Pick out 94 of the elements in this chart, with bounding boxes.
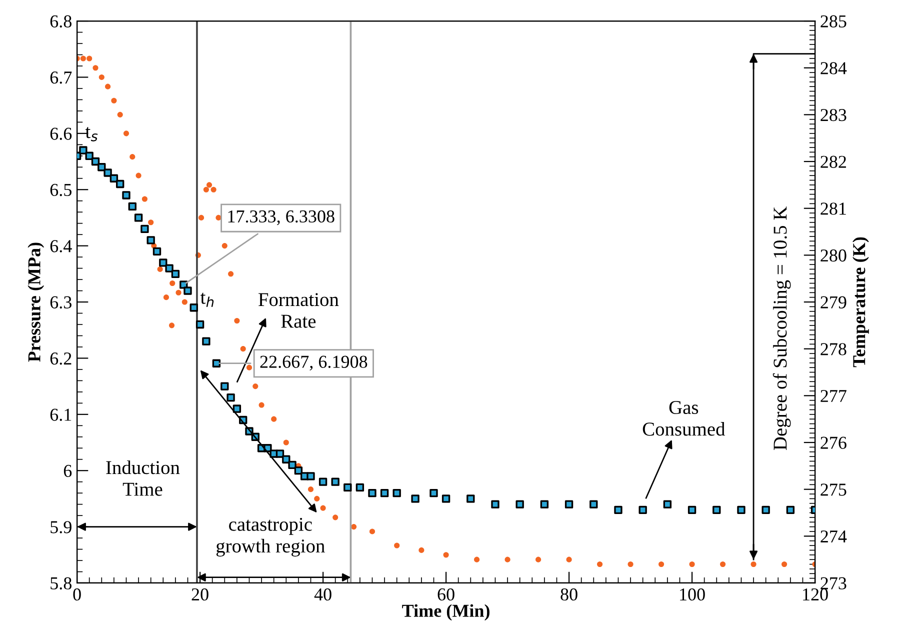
annotation: Formation Rate [258,293,339,328]
point [369,528,376,534]
point [80,56,86,62]
x-tick-label: 100 [680,588,705,601]
point [117,112,123,118]
x-tick-label: 60 [438,588,454,601]
y-tick-label: 6.1 [50,408,72,421]
y-tick-label: 6.6 [50,128,72,140]
point [98,74,104,80]
y-tick-label: 6.7 [50,72,72,84]
x-tick-label: 0 [73,588,81,601]
point [170,280,176,286]
annotation: Induction Time [106,460,180,496]
y-axis-title: Pressure (MPa) [28,242,44,362]
point [123,130,130,136]
y2-tick-label: 278 [820,343,846,356]
y2-tick-label: 276 [820,436,846,449]
point [92,65,98,71]
point [163,294,169,300]
point [566,556,572,562]
point [332,514,338,520]
point [252,384,258,390]
y2-tick-label: 273 [820,577,846,590]
point [182,299,188,305]
point [443,552,449,558]
x-axis-title: Time (Min) [402,604,490,621]
point [628,561,634,568]
annotation: Gas Consumed [642,400,726,436]
point [176,290,182,296]
point [203,186,209,192]
point [246,364,252,370]
y2-tick-label: 274 [820,530,847,542]
point [308,486,314,492]
x-tick-label: 80 [560,588,578,601]
point [689,561,695,568]
x-tick-label: 120 [803,588,828,601]
point [320,505,326,511]
point [105,84,111,90]
point [536,556,542,562]
x-tick-label: 20 [192,588,208,601]
annotation: Degree of Subcooling = 10.5 K [772,206,791,450]
point [394,542,400,548]
y2-tick-label: 279 [820,296,846,308]
point [234,318,240,324]
y2-tick-label: 275 [820,484,846,496]
point [351,524,357,530]
point [198,214,204,220]
point [130,154,136,160]
point [157,266,163,272]
y2-tick-label: 277 [820,390,846,402]
y-tick-label: 6 [64,464,72,478]
point [782,561,788,568]
annotation: 22.667, 6.1908 [260,356,368,370]
point [148,220,154,226]
y2-tick-label: 283 [820,108,846,122]
point [136,172,142,178]
y2-axis-title: Temperature (K) [852,237,869,368]
point [271,416,277,422]
point [418,547,424,553]
point [258,402,264,408]
y-tick-label: 6.4 [50,240,72,252]
point [228,271,234,277]
point [206,182,212,188]
point [111,98,117,104]
point [750,561,756,568]
point [86,56,92,62]
point [474,556,480,562]
y-tick-label: 5.9 [50,521,72,534]
y-tick-label: 6.2 [50,352,72,365]
annotation: t$_{s}$ [85,127,98,142]
point [240,346,246,352]
y2-tick-label: 281 [820,202,846,215]
y2-tick-label: 280 [820,249,846,262]
point [210,186,216,192]
point [314,496,320,502]
point [504,556,510,562]
point [283,440,289,446]
x-tick-label: 40 [314,588,332,601]
y-tick-label: 6.8 [50,15,72,28]
point [222,243,228,249]
point [720,561,726,568]
y2-tick-label: 282 [820,156,846,168]
y-tick-label: 5.8 [50,577,72,590]
point [168,322,175,328]
annotation: catastropic growth region [216,518,325,557]
y-tick-label: 6.5 [50,184,72,196]
point [142,196,148,202]
annotation: t$_{h}$ [200,292,214,307]
y2-tick-label: 284 [820,62,847,74]
annotation: 17.333, 6.3308 [228,210,334,226]
point [597,561,603,568]
point [658,561,664,568]
y-tick-label: 6.3 [50,296,72,309]
y2-tick-label: 285 [820,15,846,28]
